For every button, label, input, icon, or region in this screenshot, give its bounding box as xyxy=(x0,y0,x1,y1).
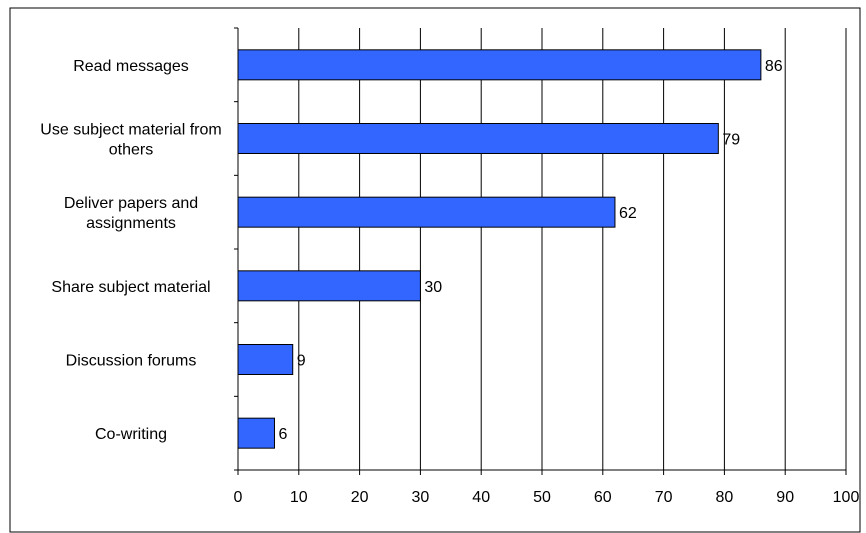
axes xyxy=(234,27,847,475)
bar xyxy=(237,123,719,154)
category-label: Co-writing xyxy=(95,426,167,443)
bars xyxy=(237,49,762,449)
data-label: 30 xyxy=(424,279,442,296)
x-tick-label: 10 xyxy=(290,489,308,506)
data-label: 62 xyxy=(619,205,637,222)
x-tick-label: 90 xyxy=(776,489,794,506)
x-tick-label: 0 xyxy=(234,489,243,506)
bar xyxy=(237,196,616,228)
x-tick-label: 20 xyxy=(351,489,369,506)
x-tick-label: 100 xyxy=(833,489,860,506)
x-tick-label: 60 xyxy=(594,489,612,506)
bar xyxy=(237,344,294,375)
gridlines xyxy=(298,28,847,470)
data-label: 86 xyxy=(765,58,783,75)
chart-frame xyxy=(9,7,861,533)
labels: 86 Read messages 79 Use subject material fr… xyxy=(40,58,859,506)
data-label: 9 xyxy=(297,353,306,370)
data-label: 79 xyxy=(722,132,740,149)
bar xyxy=(237,417,275,449)
data-label: 6 xyxy=(278,426,287,443)
x-tick-label: 80 xyxy=(716,489,734,506)
category-label: Discussion forums xyxy=(66,353,197,370)
x-tick-label: 40 xyxy=(472,489,490,506)
bar xyxy=(237,270,421,302)
x-tick-label: 50 xyxy=(533,489,551,506)
category-label: Deliver papers and assignments xyxy=(64,195,198,232)
category-label: Read messages xyxy=(73,58,189,75)
bar xyxy=(237,49,762,81)
category-label: Use subject material from others xyxy=(40,122,221,159)
category-label: Share subject material xyxy=(51,279,210,296)
x-tick-label: 30 xyxy=(412,489,430,506)
x-tick-label: 70 xyxy=(655,489,673,506)
